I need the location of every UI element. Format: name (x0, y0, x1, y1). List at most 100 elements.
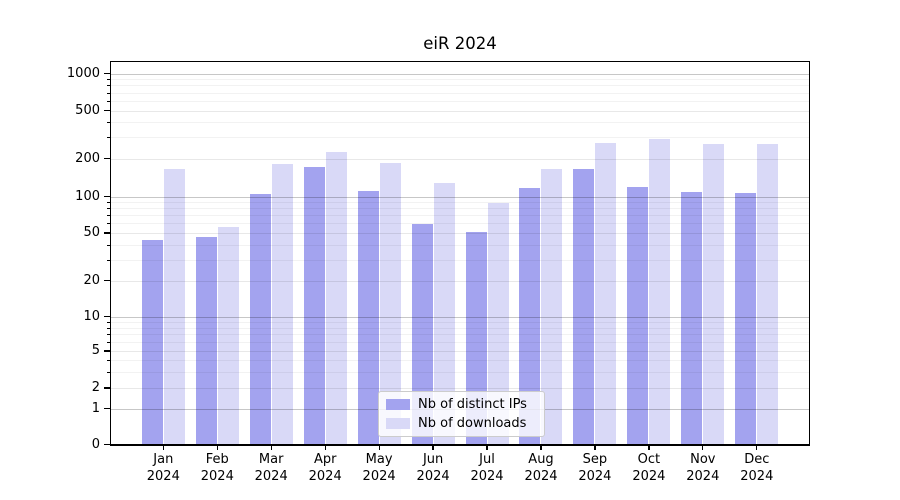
gridline (111, 233, 809, 234)
gridline-minor (111, 202, 809, 203)
x-axis-tick (162, 445, 164, 450)
bar-ips-nov-2024 (681, 191, 703, 445)
gridline-major (111, 196, 809, 198)
gridline-minor (111, 327, 809, 329)
bar-downloads-nov-2024 (703, 144, 725, 445)
gridline-minor (111, 85, 809, 87)
y-axis-minor-tick (106, 122, 110, 124)
y-axis-tick-label: 1000 (66, 65, 100, 81)
right-spine (809, 60, 811, 446)
y-axis-minor-tick (106, 100, 110, 102)
y-axis-tick-label: 5 (91, 343, 100, 359)
x-axis-tick (378, 445, 380, 450)
y-axis-tick-label: 50 (83, 225, 100, 241)
y-axis-tick (104, 407, 110, 410)
gridline (111, 280, 809, 282)
y-axis-tick-label: 1 (91, 400, 100, 416)
y-axis-tick (104, 195, 110, 198)
gridline (111, 388, 809, 389)
y-axis-tick (104, 109, 110, 112)
bar-ips-jun-2024 (411, 224, 433, 445)
bar-downloads-sep-2024 (595, 143, 617, 445)
bar-downloads-jul-2024 (487, 203, 509, 445)
x-axis-tick-label: Aug 2024 (524, 452, 558, 484)
bar-downloads-may-2024 (379, 162, 401, 445)
gridline-minor (111, 321, 809, 323)
y-axis-tick-label: 20 (83, 272, 100, 288)
gridline-minor (111, 360, 809, 361)
gridline-major (111, 316, 809, 318)
gridline-minor (111, 92, 809, 94)
x-axis-tick-label: Oct 2024 (632, 452, 666, 484)
x-axis-tick-label: Sep 2024 (578, 452, 612, 484)
legend-label-downloads: Nb of downloads (418, 415, 527, 431)
y-axis-minor-tick (106, 341, 110, 343)
bar-ips-may-2024 (357, 190, 379, 445)
bar-downloads-jan-2024 (163, 169, 185, 445)
gridline-minor (111, 341, 809, 343)
y-axis-minor-tick (106, 202, 110, 203)
left-spine (110, 60, 112, 446)
x-axis-tick (432, 445, 434, 450)
y-axis-tick-label: 2 (91, 380, 100, 396)
y-axis-minor-tick (106, 137, 110, 139)
legend-swatch-downloads (386, 417, 410, 429)
x-axis-tick-label: Dec 2024 (740, 452, 774, 484)
y-axis-tick (104, 443, 110, 446)
bar-ips-apr-2024 (303, 167, 325, 445)
top-spine (110, 60, 810, 62)
bar-ips-feb-2024 (195, 237, 217, 445)
x-axis-tick-label: May 2024 (362, 452, 396, 484)
y-axis-tick-label: 100 (75, 188, 100, 204)
x-axis-tick-label: Apr 2024 (308, 452, 342, 484)
gridline-minor (111, 215, 809, 217)
x-axis-tick-label: Jul 2024 (470, 452, 504, 484)
gridline-minor (111, 223, 809, 225)
y-axis-tick (104, 232, 110, 234)
legend-item-downloads: Nb of downloads (386, 416, 537, 431)
bar-downloads-dec-2024 (757, 143, 779, 445)
y-axis-tick-label: 0 (91, 436, 100, 452)
y-axis-minor-tick (106, 208, 110, 210)
y-axis-tick (104, 315, 110, 318)
gridline-minor (111, 79, 809, 81)
y-axis-minor-tick (106, 327, 110, 329)
gridline-minor (111, 208, 809, 210)
legend-item-distinct-ips: Nb of distinct IPs (386, 397, 537, 412)
x-axis-tick-label: Jun 2024 (416, 452, 450, 484)
bar-downloads-aug-2024 (541, 169, 563, 445)
y-axis-minor-tick (106, 259, 110, 261)
x-axis-tick (648, 445, 650, 450)
gridline-minor (111, 137, 809, 139)
bar-ips-mar-2024 (249, 193, 271, 445)
gridline-minor (111, 371, 809, 373)
y-axis-minor-tick (106, 215, 110, 217)
x-axis-tick (702, 445, 704, 450)
y-axis-minor-tick (106, 85, 110, 87)
x-axis-tick (324, 445, 326, 450)
bar-downloads-mar-2024 (271, 163, 293, 445)
legend-label-distinct-ips: Nb of distinct IPs (418, 397, 527, 413)
bar-downloads-jun-2024 (433, 183, 455, 445)
legend-swatch-distinct-ips (386, 399, 410, 411)
y-axis-tick-label: 10 (83, 308, 100, 324)
y-axis-minor-tick (106, 321, 110, 323)
y-axis-tick (104, 279, 110, 282)
y-axis-tick (104, 387, 110, 389)
bar-downloads-feb-2024 (217, 227, 239, 445)
chart-title: eiR 2024 (423, 34, 497, 53)
y-axis-minor-tick (106, 79, 110, 81)
gridline-minor (111, 334, 809, 336)
gridline-minor (111, 122, 809, 124)
y-axis-tick-label: 200 (75, 150, 100, 166)
bar-downloads-oct-2024 (649, 139, 671, 445)
x-axis-tick-label: Nov 2024 (686, 452, 720, 484)
x-axis-tick-label: Mar 2024 (254, 452, 288, 484)
bar-ips-jan-2024 (141, 239, 163, 445)
gridline (111, 110, 809, 112)
y-axis-minor-tick (106, 223, 110, 225)
x-axis-tick (540, 445, 542, 450)
bar-ips-oct-2024 (627, 186, 649, 445)
y-axis-minor-tick (106, 360, 110, 361)
legend: Nb of distinct IPs Nb of downloads (378, 391, 545, 437)
